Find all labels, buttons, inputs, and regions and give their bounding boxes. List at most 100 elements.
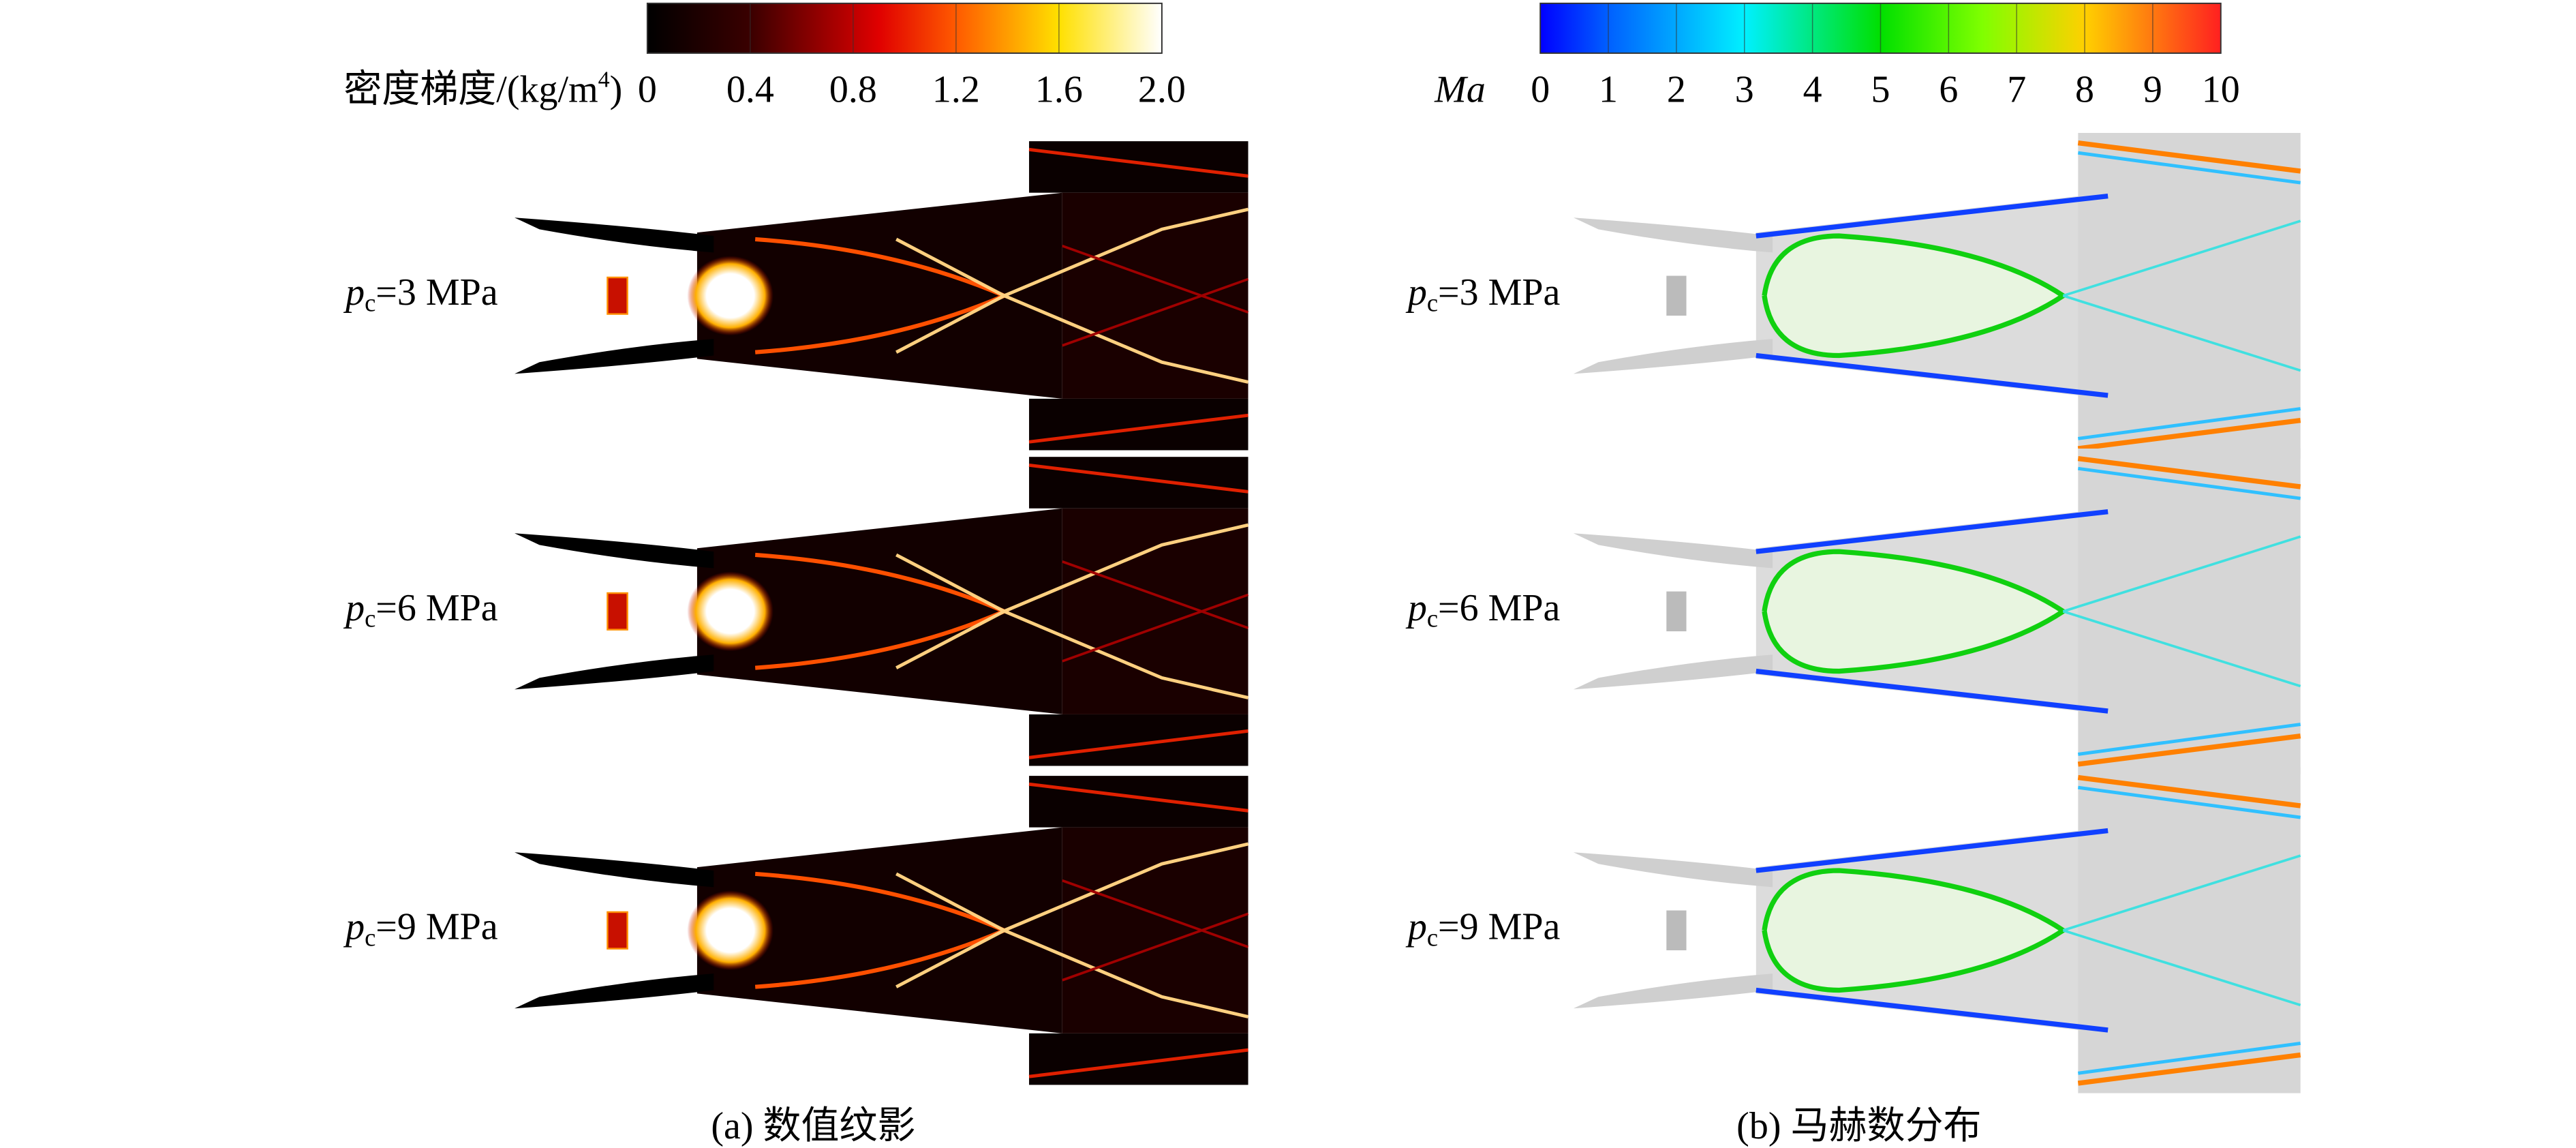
mach-field (1573, 132, 2301, 459)
nozzle-lip (515, 533, 714, 569)
nozzle-lip (1573, 217, 1773, 253)
row-label: pc=6 MPa (1405, 587, 1561, 633)
exit-box (1029, 141, 1248, 193)
nozzle-lip (1573, 339, 1773, 374)
condition: =3 MPa (1438, 271, 1561, 314)
wall-layer (2077, 455, 2301, 767)
shock (1062, 560, 1249, 629)
schlieren-field (515, 141, 1249, 451)
subscript: c (1427, 605, 1438, 633)
nozzle-lip (1573, 533, 1773, 569)
symbol: p (1405, 587, 1427, 629)
core (687, 256, 773, 336)
shock (754, 609, 1005, 670)
mach-field (1573, 767, 2301, 1093)
shock (2062, 220, 2301, 372)
condition: =6 MPa (375, 587, 498, 629)
wall-layer (2077, 140, 2301, 451)
shock (895, 872, 1249, 1018)
colorbar-tick-label: 2.0 (1138, 68, 1186, 110)
flow-fields (515, 132, 2301, 1093)
injector (1666, 591, 1687, 632)
caption: (b) 马赫数分布 (1736, 1105, 1981, 1147)
colorbar-tick-label: 1 (1599, 68, 1618, 110)
shock (1028, 782, 1248, 813)
nozzle-lip (515, 852, 714, 888)
exit-box (1029, 776, 1248, 828)
injector (607, 592, 628, 631)
shock (1062, 277, 1249, 347)
symbol: p (1405, 906, 1427, 948)
injector (1666, 275, 1687, 316)
tube (2078, 767, 2301, 1093)
shock (2062, 535, 2301, 688)
shock (1062, 879, 1249, 948)
colorbar-tick-label: 8 (2075, 68, 2094, 110)
colorbar-tick-label: 2 (1667, 68, 1686, 110)
exit-box (1029, 398, 1248, 451)
colorbar-tick-label: 4 (1803, 68, 1822, 110)
label-text: Ma (1434, 68, 1486, 110)
tube (1062, 192, 1248, 399)
row-label: pc=6 MPa (343, 587, 498, 633)
shock (754, 237, 1005, 298)
core (687, 890, 773, 971)
injector (607, 276, 628, 315)
condition: =9 MPa (375, 906, 498, 948)
shock (895, 842, 1249, 988)
exit-box (1029, 1033, 1248, 1085)
colorbar-tick-label: 0.8 (829, 68, 877, 110)
symbol: p (1405, 271, 1427, 314)
nozzle-lip (515, 339, 714, 374)
nozzle-lip (515, 217, 714, 253)
jet-edge (1755, 828, 2109, 1033)
core (687, 571, 773, 652)
shock (1028, 463, 1248, 494)
wall-layer (2077, 774, 2301, 1086)
schlieren-field (515, 776, 1249, 1085)
shock (754, 871, 1005, 933)
shock (895, 523, 1249, 669)
shock (1028, 1048, 1248, 1078)
colorbar-tick-label: 0 (1531, 68, 1550, 110)
shock (1028, 729, 1248, 759)
condition: =6 MPa (1438, 587, 1561, 629)
shock (1028, 413, 1248, 444)
colorbar-tick-label: 7 (2007, 68, 2026, 110)
shock (754, 293, 1005, 354)
jet-edge (1755, 193, 2109, 398)
jet-edge (1755, 509, 2109, 714)
colorbar (646, 2, 1163, 54)
symbol: p (343, 906, 365, 948)
shock (895, 207, 1249, 354)
colorbar-tick-label: 0.4 (726, 68, 774, 110)
shock (895, 237, 1249, 384)
colorbar-tick-label: 10 (2202, 68, 2240, 110)
row-label: pc=9 MPa (1405, 906, 1561, 952)
colorbar-tick-label: 0 (638, 68, 657, 110)
tube (2078, 132, 2301, 459)
injector (607, 911, 628, 950)
nozzle-lip (1573, 973, 1773, 1009)
nozzle-lip (515, 973, 714, 1009)
colorbar-label: 密度梯度/(kg/m4) (343, 67, 622, 110)
subscript: c (365, 924, 375, 952)
label-end: ) (610, 68, 623, 110)
colorbar-tick-label: 5 (1871, 68, 1890, 110)
shock (2062, 854, 2301, 1007)
injector (1666, 910, 1687, 950)
symbol: p (343, 271, 365, 314)
wall-layer (2078, 151, 2301, 440)
shock (754, 552, 1005, 614)
wall-layer (2078, 785, 2301, 1075)
shock (1062, 244, 1249, 314)
subscript: c (1427, 289, 1438, 317)
tube (2078, 449, 2301, 774)
colorbar-tick-label: 1.2 (932, 68, 980, 110)
schlieren-field (515, 457, 1249, 766)
condition: =3 MPa (375, 271, 498, 314)
label-sup: 4 (598, 67, 610, 92)
wall-layer (2078, 466, 2301, 756)
